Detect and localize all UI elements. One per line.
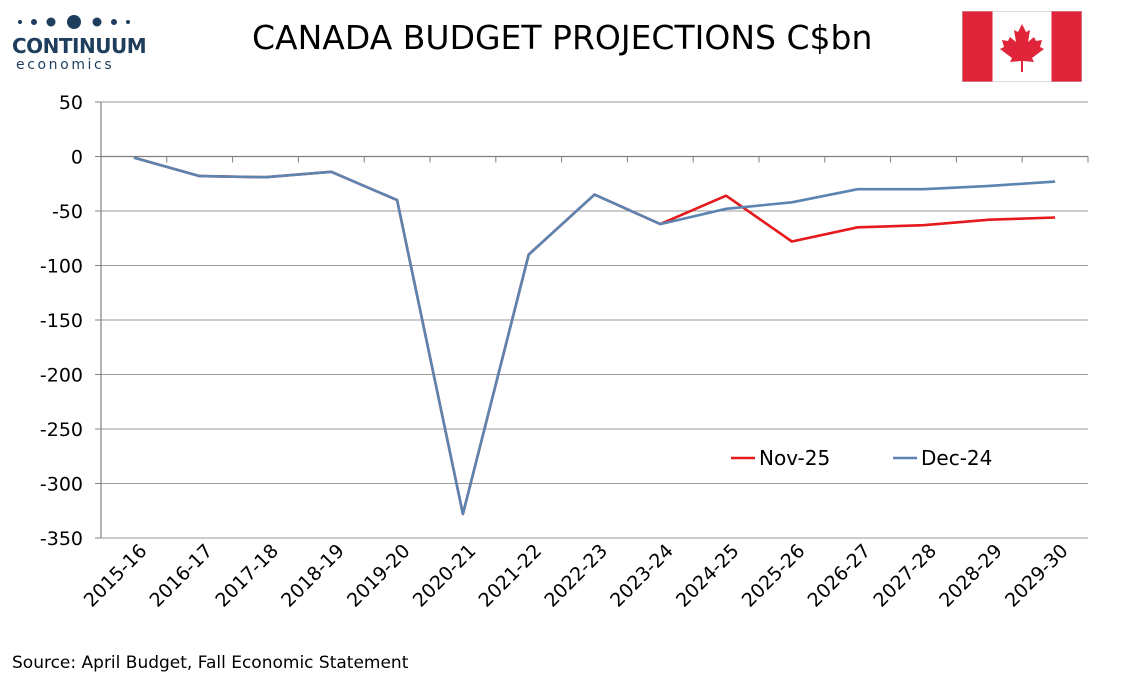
x-tick-label: 2023-24 <box>606 540 678 612</box>
x-tick-label: 2029-30 <box>1001 540 1073 612</box>
y-tick-label: -100 <box>40 256 83 278</box>
legend-label: Nov-25 <box>759 446 830 470</box>
x-tick-label: 2024-25 <box>672 540 744 612</box>
series-group <box>133 156 1056 516</box>
x-tick-label: 2022-23 <box>540 540 612 612</box>
x-tick-label: 2025-26 <box>738 540 810 612</box>
continuum-logo: CONTINUUM economics <box>10 14 147 76</box>
x-tick-label: 2020-21 <box>409 540 481 612</box>
logo-sub-text: economics <box>16 57 115 73</box>
axes <box>100 102 1088 538</box>
y-tick-label: -300 <box>40 474 83 496</box>
x-tick-label: 2027-28 <box>869 540 941 612</box>
x-tick-label: 2016-17 <box>146 540 218 612</box>
x-tick-label: 2028-29 <box>935 540 1007 612</box>
y-tick-label: -250 <box>40 419 83 441</box>
y-tick-label: -200 <box>40 365 83 387</box>
chart-title: CANADA BUDGET PROJECTIONS C$bn <box>252 18 873 57</box>
y-tick-label: -50 <box>52 201 83 223</box>
series-line-dec-24 <box>133 156 1056 516</box>
x-tick-label: 2017-18 <box>211 540 283 612</box>
x-tick-label: 2026-27 <box>804 540 876 612</box>
canada-flag-icon <box>962 11 1082 82</box>
legend-label: Dec-24 <box>921 446 992 470</box>
x-tick-label: 2021-22 <box>475 540 547 612</box>
legend: Nov-25 Dec-24 <box>731 446 992 470</box>
logo-dots-icon <box>18 15 130 29</box>
x-tick-label: 2019-20 <box>343 540 415 612</box>
line-chart: 500-50-100-150-200-250-300-350 2015-1620… <box>40 92 1089 612</box>
y-tick-label: 0 <box>71 147 83 169</box>
y-tick-label: -150 <box>40 310 83 332</box>
grid-lines <box>101 101 1088 539</box>
y-axis-ticks: 50 0 -50 -100 -150 -200 -250 -300 -350 <box>40 92 101 550</box>
x-tick-label: 2018-19 <box>277 540 349 612</box>
y-tick-label: 50 <box>59 92 83 114</box>
source-note: Source: April Budget, Fall Economic Stat… <box>12 653 409 673</box>
y-tick-label: -350 <box>40 528 83 550</box>
logo-brand-text: CONTINUUM <box>12 34 147 58</box>
x-tick-label: 2015-16 <box>80 540 152 612</box>
